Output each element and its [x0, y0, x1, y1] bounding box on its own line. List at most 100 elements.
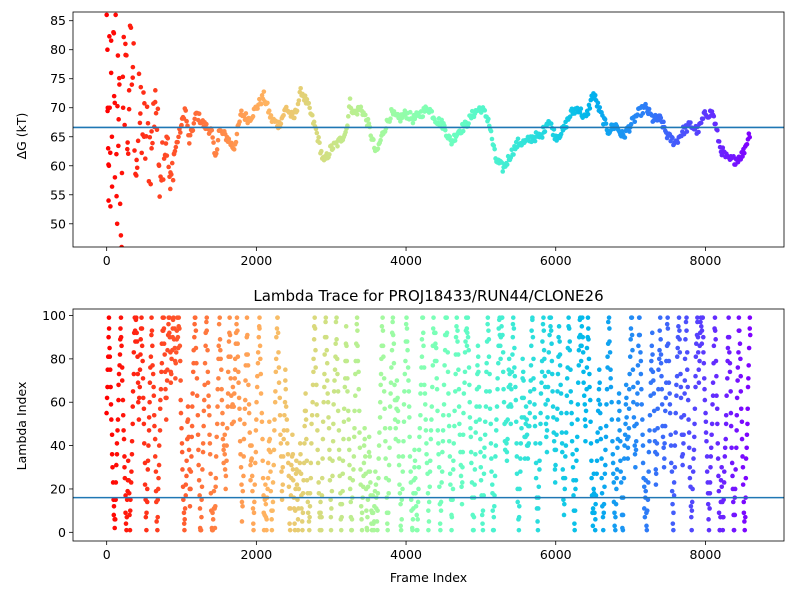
lambda-point: [142, 482, 148, 487]
lambda-point: [495, 360, 501, 366]
lambda-point: [202, 360, 208, 366]
lambda-point: [445, 350, 451, 355]
lambda-point: [190, 391, 195, 396]
lambda-point: [436, 464, 442, 470]
lambda-point: [199, 497, 204, 503]
delta-g-point: [711, 113, 717, 119]
lambda-point: [483, 404, 489, 409]
lambda-point: [200, 467, 205, 472]
lambda-point: [686, 445, 692, 451]
lambda-point: [642, 514, 648, 520]
lambda-point: [498, 356, 503, 362]
lambda-point: [661, 464, 667, 470]
lambda-point: [585, 326, 591, 331]
lambda-point: [188, 469, 194, 474]
lambda-point: [533, 475, 539, 481]
lambda-point: [376, 475, 381, 481]
lambda-point: [632, 451, 638, 457]
lambda-point: [467, 415, 473, 420]
lambda-point: [335, 408, 341, 414]
lambda-point: [427, 484, 433, 490]
lambda-point: [329, 488, 335, 494]
lambda-point: [118, 334, 124, 340]
lambda-point: [312, 315, 317, 320]
lambda-point: [190, 369, 196, 375]
lambda-point: [635, 380, 641, 386]
lambda-point: [571, 493, 576, 498]
lambda-point: [268, 469, 273, 474]
delta-g-point: [643, 101, 648, 107]
delta-g-point: [407, 109, 413, 115]
lambda-point: [486, 354, 492, 360]
lambda-point: [433, 330, 438, 336]
lambda-point: [275, 315, 280, 320]
lambda-point: [434, 358, 439, 364]
lambda-point: [182, 506, 188, 511]
lambda-point: [139, 326, 145, 331]
lambda-point: [484, 360, 489, 366]
lambda-point: [347, 486, 353, 492]
delta-g-point: [311, 119, 317, 125]
delta-g-point: [139, 150, 145, 156]
lambda-point: [701, 350, 706, 355]
lambda-point: [338, 527, 344, 533]
delta-g-point: [210, 135, 215, 140]
delta-g-point: [447, 134, 453, 140]
lambda-point: [219, 397, 225, 403]
delta-g-point: [126, 106, 132, 112]
lambda-point: [550, 404, 556, 409]
lambda-point: [391, 360, 397, 366]
lambda-point: [185, 417, 191, 422]
lambda-point: [313, 365, 318, 370]
lambda-point: [149, 332, 154, 338]
lambda-point: [573, 477, 579, 483]
lambda-point: [238, 464, 244, 470]
delta-g-point: [295, 101, 301, 107]
lambda-point: [511, 326, 517, 331]
lambda-point: [616, 391, 622, 396]
lambda-point: [556, 324, 562, 329]
lambda-point: [637, 315, 642, 320]
lambda-point: [376, 443, 382, 448]
lambda-point: [309, 441, 314, 446]
delta-g-point: [744, 141, 750, 147]
delta-g-y-tick-label: 85: [50, 13, 66, 28]
lambda-point: [455, 328, 460, 333]
lambda-point: [161, 341, 167, 346]
delta-g-point: [578, 106, 584, 112]
lambda-point: [545, 384, 551, 390]
lambda-point: [107, 345, 112, 351]
lambda-point: [676, 324, 681, 329]
delta-g-point: [166, 164, 171, 170]
lambda-point: [552, 480, 558, 485]
lambda-point: [439, 480, 444, 485]
lambda-point: [330, 473, 335, 479]
lambda-point: [726, 334, 732, 340]
lambda-point: [115, 417, 121, 422]
delta-g-point: [314, 130, 320, 136]
lambda-point: [521, 378, 526, 383]
delta-g-y-tick-label: 55: [50, 187, 66, 202]
delta-g-point: [108, 38, 114, 43]
lambda-point: [545, 415, 550, 420]
lambda-point: [152, 423, 157, 429]
lambda-point: [359, 517, 364, 522]
lambda-point: [456, 404, 462, 409]
lambda-point: [264, 517, 269, 522]
lambda-point: [342, 384, 348, 390]
lambda-point: [344, 358, 350, 364]
lambda-point: [245, 332, 250, 338]
lambda-point: [466, 365, 472, 370]
lambda-point: [735, 378, 740, 383]
lambda-point: [356, 369, 361, 375]
delta-g-point: [628, 121, 634, 127]
lambda-point: [629, 315, 635, 320]
delta-g-point: [124, 53, 129, 58]
lambda-point: [601, 510, 607, 516]
lambda-point: [684, 350, 690, 355]
lambda-point: [305, 510, 311, 516]
lambda-point: [329, 506, 334, 511]
lambda-point: [449, 514, 455, 520]
delta-g-point: [410, 120, 416, 126]
lambda-point: [464, 343, 470, 349]
